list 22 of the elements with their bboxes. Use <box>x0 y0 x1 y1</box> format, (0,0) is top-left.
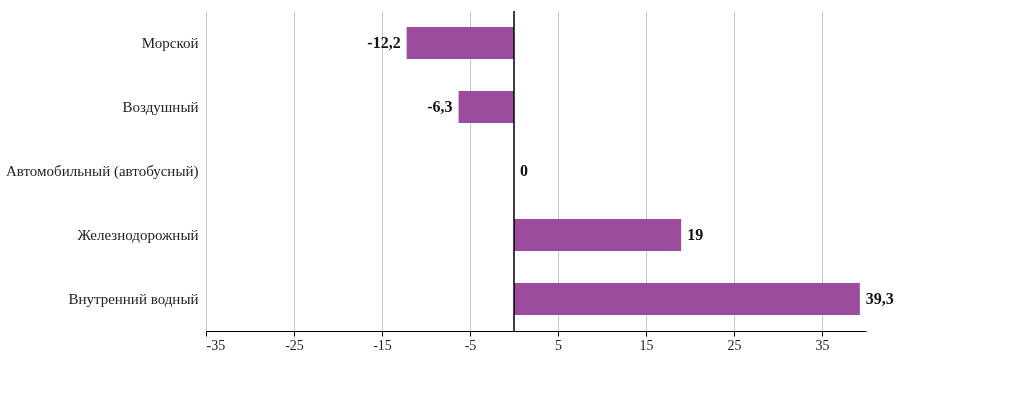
data-label: -12,2 <box>367 34 401 51</box>
x-tick-label: -35 <box>206 337 226 353</box>
x-tick-label: 5 <box>555 337 562 353</box>
y-tick-label: Воздушный <box>122 99 199 115</box>
bar <box>514 283 860 315</box>
y-tick-label: Автомобильный (автобусный) <box>5 163 199 180</box>
data-label: -6,3 <box>427 98 453 115</box>
y-tick-label: Железнодорожный <box>77 227 199 243</box>
data-label: 39,3 <box>865 290 894 307</box>
bar <box>458 91 514 123</box>
y-tick-label: Морской <box>141 35 199 51</box>
y-tick-label: Внутренний водный <box>68 291 199 307</box>
x-tick-label: 25 <box>727 337 742 353</box>
x-tick-label: 35 <box>815 337 830 353</box>
x-tick-label: -5 <box>464 337 477 353</box>
bar <box>406 27 514 59</box>
x-tick-label: -25 <box>285 337 304 353</box>
x-tick-label: -15 <box>373 337 392 353</box>
data-label: 0 <box>520 162 528 179</box>
bar <box>514 219 682 251</box>
data-label: 19 <box>687 226 704 243</box>
x-tick-label: 15 <box>639 337 654 353</box>
